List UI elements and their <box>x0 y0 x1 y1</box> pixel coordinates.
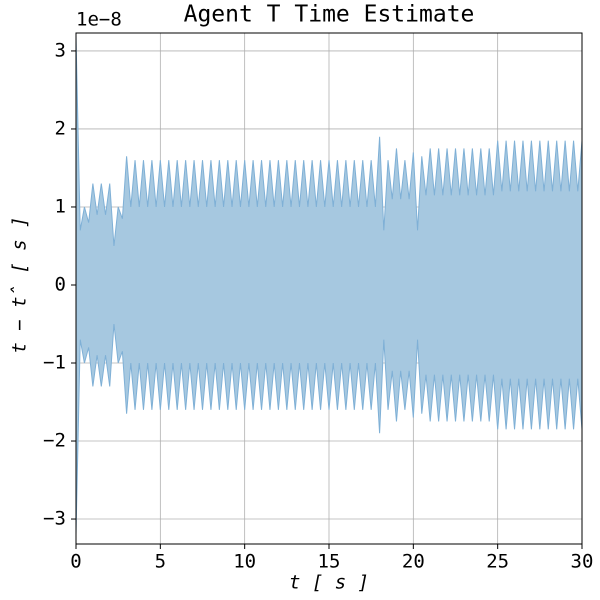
x-axis-label: t [ s ] <box>289 572 369 594</box>
x-tick-label: 0 <box>70 551 81 573</box>
y-offset-label: 1e−8 <box>76 9 122 31</box>
x-tick-label: 20 <box>402 551 425 573</box>
y-tick-label: −1 <box>43 352 66 374</box>
y-tick-label: 0 <box>55 273 66 295</box>
y-tick-label: −2 <box>43 430 66 452</box>
y-tick-label: 2 <box>55 117 66 139</box>
x-tick-label: 10 <box>233 551 256 573</box>
upper-edge <box>75 35 583 247</box>
y-tick-label: 1 <box>55 195 66 217</box>
plot-frame <box>75 32 583 545</box>
y-tick-label: −3 <box>43 508 66 530</box>
y-tick-label: 3 <box>55 39 66 61</box>
chart-title: Agent T Time Estimate <box>184 2 475 28</box>
y-axis-label: t − t̂ [ s ] <box>9 216 31 353</box>
x-tick-label: 25 <box>486 551 509 573</box>
lower-edge <box>75 323 583 535</box>
x-tick-label: 15 <box>318 551 341 573</box>
x-tick-label: 30 <box>571 551 594 573</box>
x-tick-label: 5 <box>155 551 166 573</box>
